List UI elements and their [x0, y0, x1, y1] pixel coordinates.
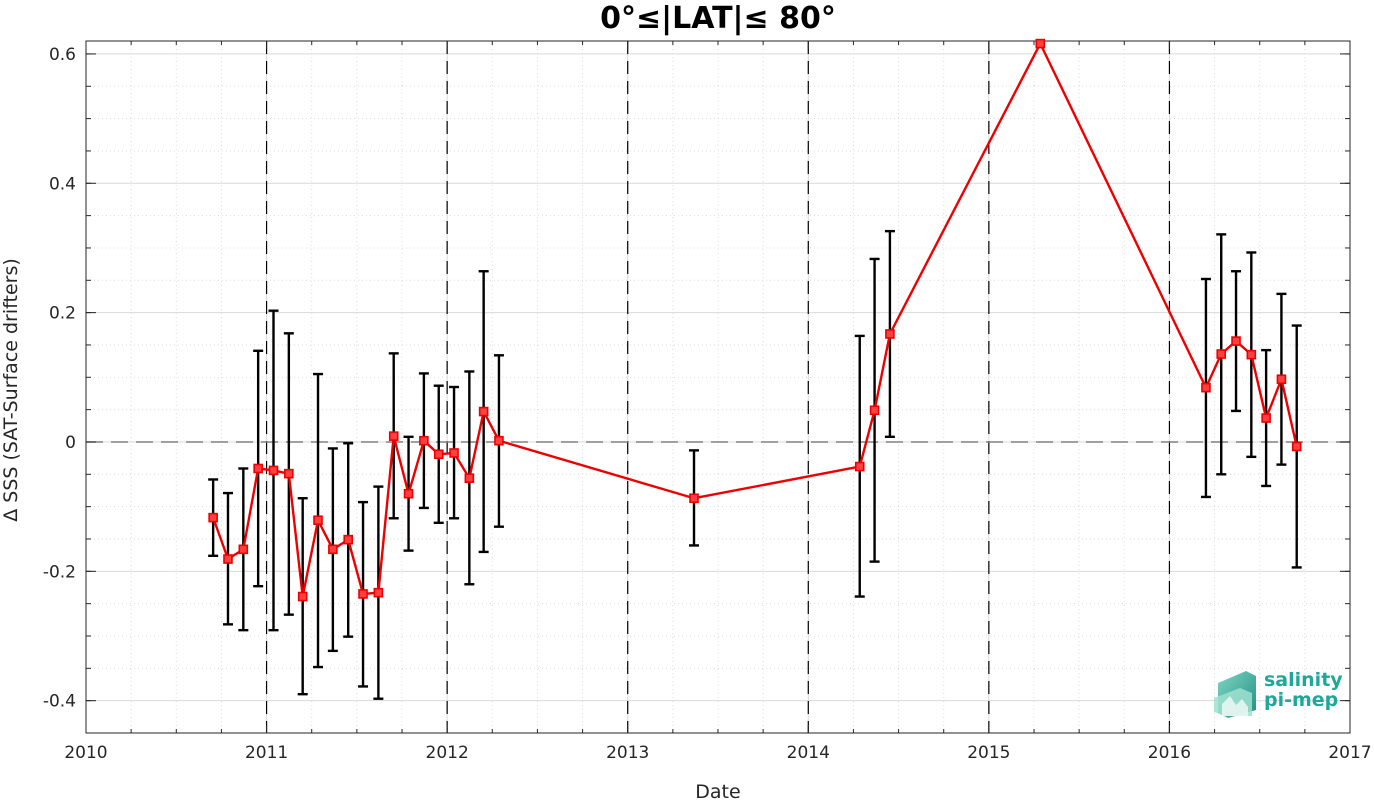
x-tick-label: 2010 — [64, 743, 107, 763]
chart-title: 0°≤|LAT|≤ 80° — [600, 1, 836, 36]
marker-layer — [208, 38, 1302, 602]
x-tick-label: 2016 — [1148, 743, 1191, 763]
series-line-segment — [693, 333, 892, 500]
salinity-pi-mep-logo: salinity pi-mep — [1214, 669, 1343, 718]
data-point-marker — [1216, 349, 1227, 359]
series-line-segment — [498, 439, 695, 500]
data-point-marker — [358, 589, 368, 599]
y-tick-label: 0 — [65, 433, 76, 453]
data-point-marker — [1276, 374, 1287, 385]
series-line-segment — [212, 410, 501, 598]
data-point-marker — [885, 329, 895, 339]
data-point-marker — [297, 591, 308, 602]
logo-mark-icon — [1214, 671, 1256, 718]
errorbar-layer — [208, 229, 1302, 700]
data-point-marker — [1261, 413, 1271, 423]
data-point-marker — [449, 448, 459, 458]
data-point-marker — [1291, 441, 1302, 452]
data-point-marker — [343, 534, 353, 545]
x-tick-label: 2015 — [967, 743, 1010, 763]
series-line-segment — [1039, 43, 1208, 389]
data-point-marker — [403, 488, 414, 499]
x-tick-label: 2013 — [606, 743, 649, 763]
data-point-marker — [238, 544, 249, 555]
x-tick-label: 2014 — [787, 743, 830, 763]
data-point-marker — [253, 463, 263, 474]
data-point-marker — [854, 461, 865, 472]
data-point-marker — [208, 512, 218, 523]
data-point-marker — [869, 405, 880, 416]
data-point-marker — [388, 431, 399, 441]
series-layer — [212, 43, 1298, 598]
data-point-marker — [478, 406, 489, 417]
data-point-marker — [433, 449, 444, 460]
data-point-marker — [1246, 349, 1257, 360]
year-lines-layer — [265, 41, 1171, 733]
x-tick-label: 2011 — [245, 743, 288, 763]
data-point-marker — [223, 554, 233, 564]
y-tick-label: 0.2 — [49, 304, 76, 324]
data-point-marker — [1201, 382, 1211, 393]
data-point-marker — [373, 587, 384, 598]
data-point-marker — [313, 515, 323, 526]
y-tick-label: -0.2 — [43, 562, 76, 582]
data-point-marker — [1035, 38, 1046, 49]
tick-label-layer: 2010 2011 2012 2013 2014 2015 2016 2017 -0.4 -0.2… — [43, 45, 1372, 763]
data-point-marker — [1231, 336, 1241, 346]
data-point-marker — [689, 493, 699, 504]
x-tick-label: 2017 — [1328, 743, 1371, 763]
logo-text-line2: pi-mep — [1264, 689, 1338, 711]
y-tick-label: -0.4 — [43, 692, 76, 712]
y-tick-label: 0.4 — [49, 174, 76, 194]
data-point-marker — [419, 435, 429, 446]
data-point-marker — [494, 435, 504, 446]
x-tick-label: 2012 — [426, 743, 469, 763]
y-tick-label: 0.6 — [49, 45, 76, 65]
x-axis-label: Date — [695, 781, 740, 801]
data-point-marker — [268, 465, 279, 476]
series-line-segment — [888, 43, 1042, 335]
logo-text-line1: salinity — [1264, 669, 1343, 691]
data-point-marker — [328, 544, 338, 555]
data-point-marker — [284, 468, 294, 479]
axes-layer — [85, 40, 1351, 734]
data-point-marker — [464, 473, 475, 483]
y-axis-label: Δ SSS (SAT-Surface drifters) — [0, 258, 22, 522]
